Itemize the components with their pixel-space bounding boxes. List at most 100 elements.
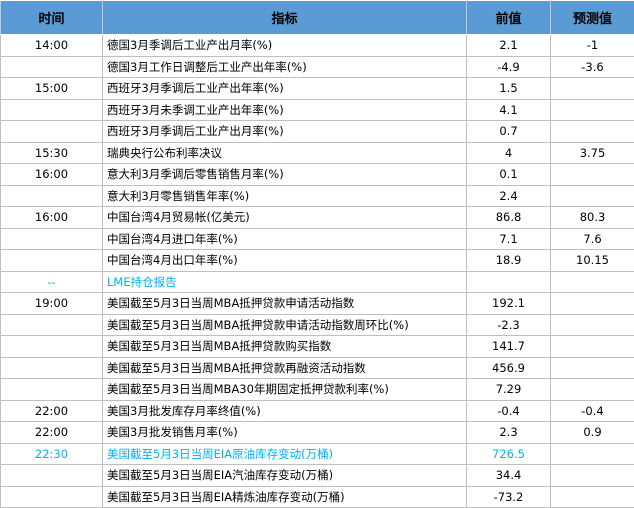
indicator-cell: 西班牙3月未季调工业产出年率(%) (103, 99, 467, 121)
previous-value-cell: 456.9 (467, 357, 551, 379)
indicator-cell: 西班牙3月季调后工业产出月率(%) (103, 121, 467, 143)
forecast-value-cell (551, 185, 634, 207)
forecast-value-cell (551, 336, 634, 358)
previous-value-cell: 1.5 (467, 78, 551, 100)
indicator-cell: 美国截至5月3日当周MBA抵押贷款申请活动指数 (103, 293, 467, 315)
forecast-value-cell: -1 (551, 35, 634, 57)
time-cell: 15:00 (1, 78, 103, 100)
forecast-value-cell (551, 293, 634, 315)
indicator-cell: 西班牙3月季调后工业产出年率(%) (103, 78, 467, 100)
forecast-value-cell (551, 78, 634, 100)
time-cell: 22:00 (1, 400, 103, 422)
previous-value-cell: 4 (467, 142, 551, 164)
time-cell: 16:00 (1, 164, 103, 186)
indicator-cell: 美国3月批发销售月率(%) (103, 422, 467, 444)
previous-value-cell: 192.1 (467, 293, 551, 315)
time-cell (1, 357, 103, 379)
previous-value-cell: 2.4 (467, 185, 551, 207)
indicator-cell: 德国3月工作日调整后工业产出年率(%) (103, 56, 467, 78)
indicator-cell: 中国台湾4月进口年率(%) (103, 228, 467, 250)
forecast-value-cell: -3.6 (551, 56, 634, 78)
previous-value-cell: 34.4 (467, 465, 551, 487)
time-cell (1, 314, 103, 336)
indicator-cell: 美国截至5月3日当周EIA精炼油库存变动(万桶) (103, 486, 467, 508)
previous-value-cell: 7.1 (467, 228, 551, 250)
header-previous: 前值 (467, 1, 551, 35)
previous-value-cell: 2.1 (467, 35, 551, 57)
header-indicator: 指标 (103, 1, 467, 35)
forecast-value-cell: -0.4 (551, 400, 634, 422)
time-cell (1, 56, 103, 78)
forecast-value-cell: 7.6 (551, 228, 634, 250)
indicator-cell: 瑞典央行公布利率决议 (103, 142, 467, 164)
time-cell: 19:00 (1, 293, 103, 315)
time-cell (1, 379, 103, 401)
forecast-value-cell: 80.3 (551, 207, 634, 229)
table-row: 西班牙3月季调后工业产出月率(%)0.7 (1, 121, 634, 143)
previous-value-cell: 4.1 (467, 99, 551, 121)
forecast-value-cell (551, 443, 634, 465)
time-cell (1, 486, 103, 508)
time-cell: -- (1, 271, 103, 293)
table-row: 意大利3月零售销售年率(%)2.4 (1, 185, 634, 207)
table-row: 西班牙3月未季调工业产出年率(%)4.1 (1, 99, 634, 121)
time-cell: 22:30 (1, 443, 103, 465)
indicator-cell: 美国截至5月3日当周MBA抵押贷款再融资活动指数 (103, 357, 467, 379)
previous-value-cell: -2.3 (467, 314, 551, 336)
table-row: 美国截至5月3日当周EIA精炼油库存变动(万桶)-73.2 (1, 486, 634, 508)
indicator-cell: 中国台湾4月贸易帐(亿美元) (103, 207, 467, 229)
indicator-cell: 美国截至5月3日当周EIA原油库存变动(万桶) (103, 443, 467, 465)
forecast-value-cell (551, 379, 634, 401)
time-cell (1, 185, 103, 207)
indicator-cell: 中国台湾4月出口年率(%) (103, 250, 467, 272)
previous-value-cell: 0.1 (467, 164, 551, 186)
indicator-cell: 美国截至5月3日当周MBA30年期固定抵押贷款利率(%) (103, 379, 467, 401)
time-cell (1, 336, 103, 358)
forecast-value-cell (551, 271, 634, 293)
previous-value-cell: 7.29 (467, 379, 551, 401)
previous-value-cell: -4.9 (467, 56, 551, 78)
forecast-value-cell (551, 99, 634, 121)
indicator-cell: 德国3月季调后工业产出月率(%) (103, 35, 467, 57)
header-row: 时间 指标 前值 预测值 (1, 1, 634, 35)
table-row: 美国截至5月3日当周MBA抵押贷款申请活动指数周环比(%)-2.3 (1, 314, 634, 336)
previous-value-cell: 0.7 (467, 121, 551, 143)
time-cell: 16:00 (1, 207, 103, 229)
previous-value-cell (467, 271, 551, 293)
forecast-value-cell: 0.9 (551, 422, 634, 444)
forecast-value-cell: 10.15 (551, 250, 634, 272)
table-row: 美国截至5月3日当周EIA汽油库存变动(万桶)34.4 (1, 465, 634, 487)
previous-value-cell: 726.5 (467, 443, 551, 465)
table-row: 美国截至5月3日当周MBA30年期固定抵押贷款利率(%)7.29 (1, 379, 634, 401)
header-time: 时间 (1, 1, 103, 35)
time-cell: 22:00 (1, 422, 103, 444)
indicator-cell: 意大利3月零售销售年率(%) (103, 185, 467, 207)
time-cell (1, 465, 103, 487)
previous-value-cell: -0.4 (467, 400, 551, 422)
forecast-value-cell: 3.75 (551, 142, 634, 164)
forecast-value-cell (551, 314, 634, 336)
time-cell (1, 121, 103, 143)
forecast-value-cell (551, 164, 634, 186)
table-row: 德国3月工作日调整后工业产出年率(%)-4.9-3.6 (1, 56, 634, 78)
previous-value-cell: 86.8 (467, 207, 551, 229)
previous-value-cell: 141.7 (467, 336, 551, 358)
time-cell (1, 250, 103, 272)
previous-value-cell: -73.2 (467, 486, 551, 508)
forecast-value-cell (551, 465, 634, 487)
time-cell: 14:00 (1, 35, 103, 57)
previous-value-cell: 18.9 (467, 250, 551, 272)
indicator-cell: 美国截至5月3日当周MBA抵押贷款申请活动指数周环比(%) (103, 314, 467, 336)
